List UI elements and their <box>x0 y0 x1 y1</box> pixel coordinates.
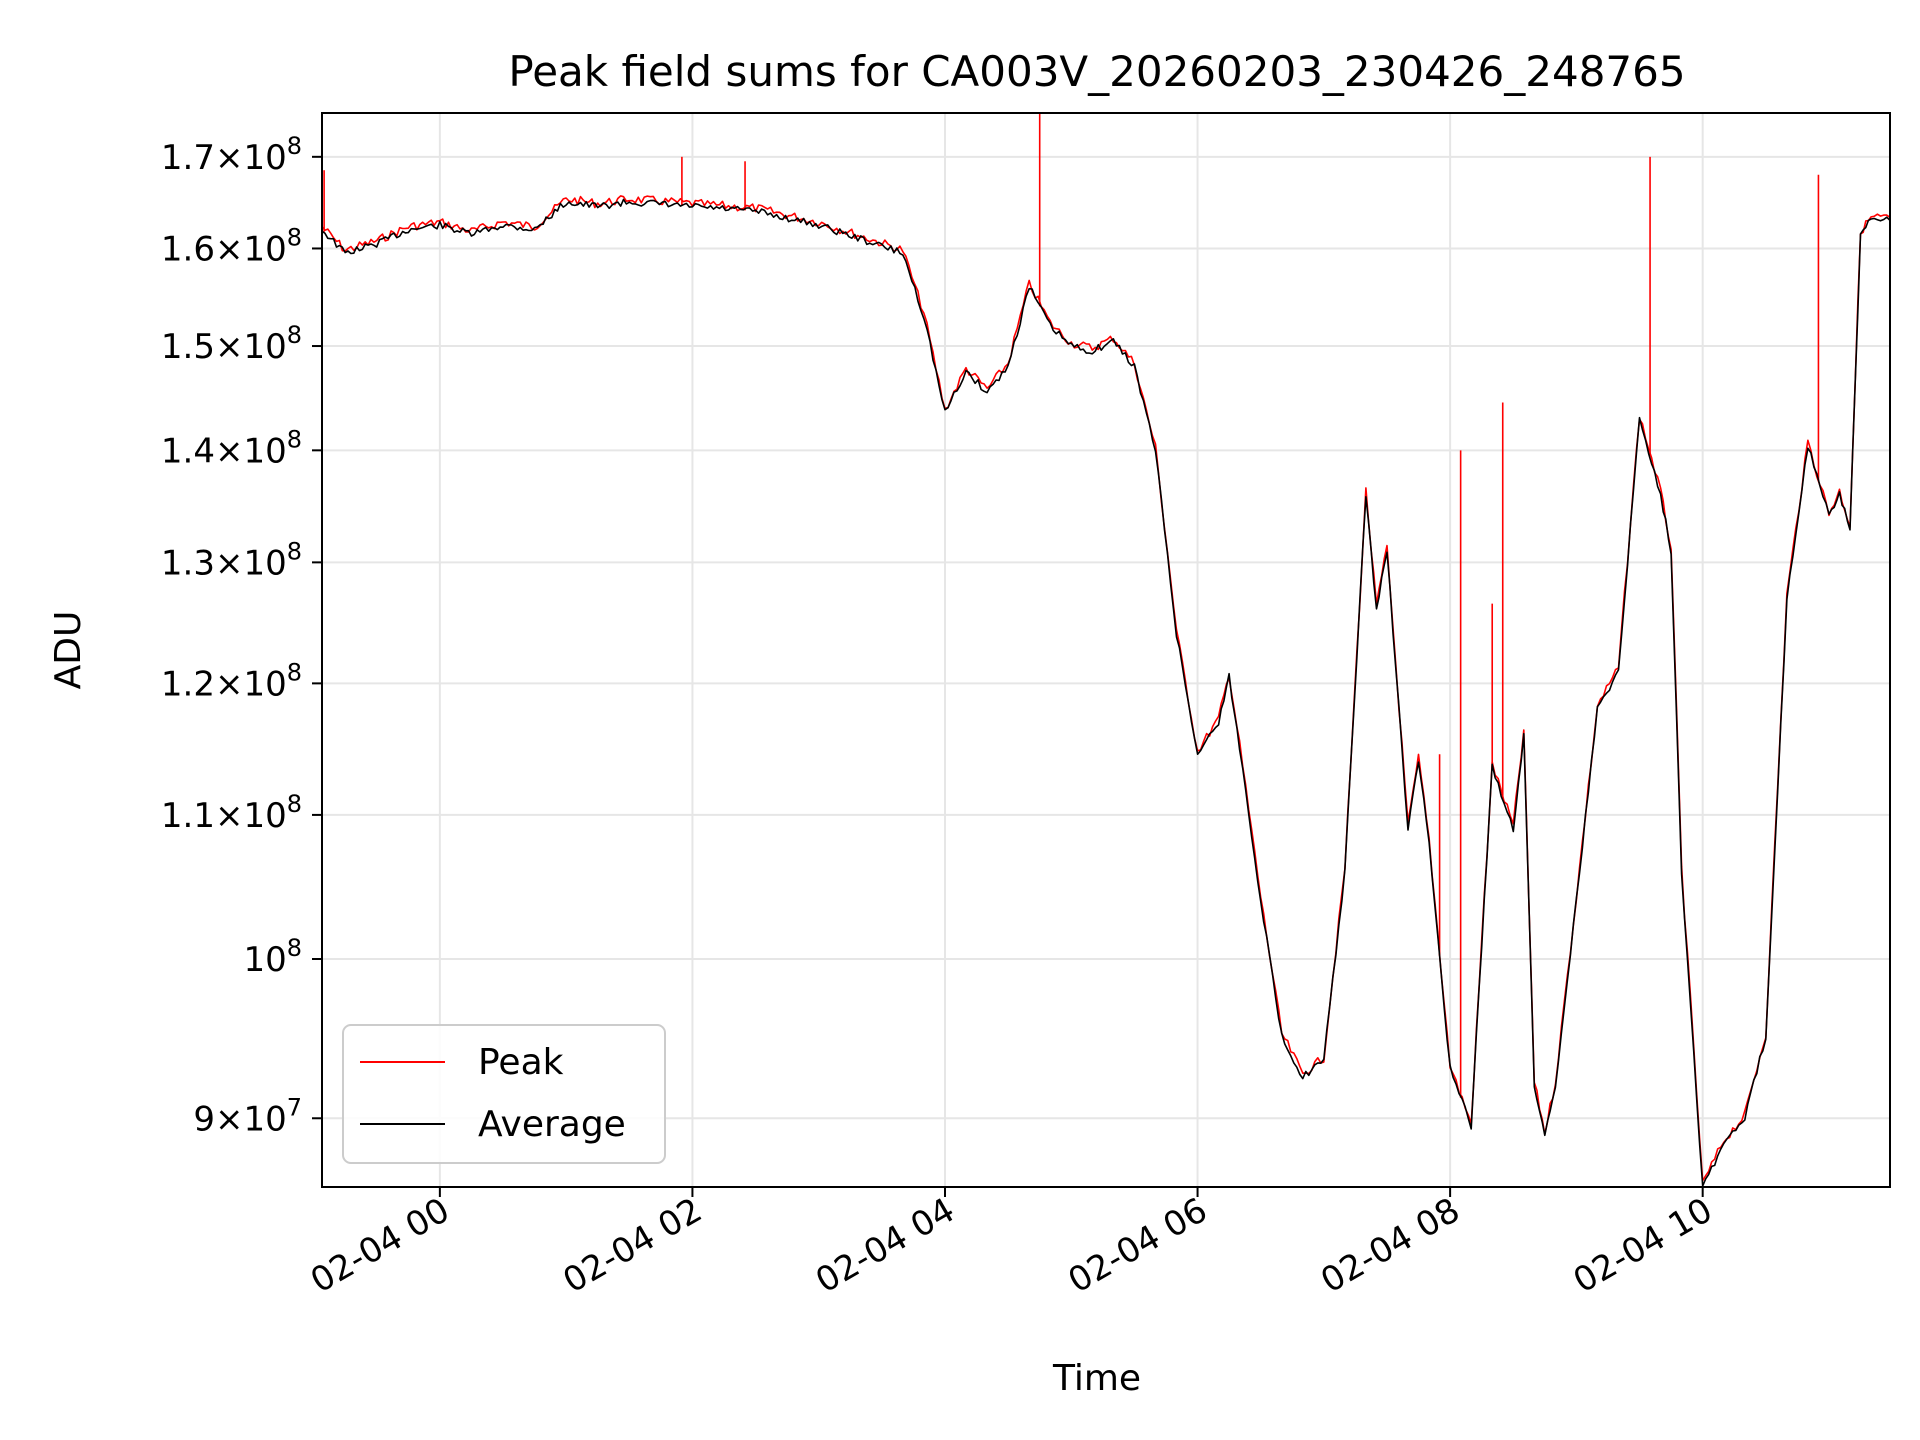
plot-frame <box>321 112 1891 1188</box>
y-tick-label: 1.2×108 <box>161 658 302 704</box>
y-tick-label: 1.4×108 <box>161 425 302 471</box>
y-tick-label: 108 <box>243 934 302 980</box>
chart-title: Peak field sums for CA003V_20260203_2304… <box>508 47 1685 96</box>
y-tick-label: 1.1×108 <box>161 790 302 836</box>
legend: Peak Average <box>342 1024 666 1164</box>
y-tick-label: 1.6×108 <box>161 223 302 269</box>
y-tick-label: 1.3×108 <box>161 537 302 583</box>
grid <box>322 113 1890 1187</box>
legend-label-average: Average <box>478 1104 626 1145</box>
y-tick-label: 9×107 <box>193 1093 302 1139</box>
y-axis-label: ADU <box>48 611 89 690</box>
y-tick-label: 1.5×108 <box>161 321 302 367</box>
series-layer <box>321 113 1891 1187</box>
legend-label-peak: Peak <box>478 1042 564 1083</box>
y-axis: 9×107 108 1.1×108 1.2×108 1.3×108 1.4×108 1.5×… <box>161 132 322 1139</box>
x-axis-label: Time <box>1052 1358 1141 1399</box>
series-average-line <box>321 198 1891 1187</box>
y-tick-label: 1.7×108 <box>161 132 302 178</box>
legend-box <box>342 1024 666 1164</box>
